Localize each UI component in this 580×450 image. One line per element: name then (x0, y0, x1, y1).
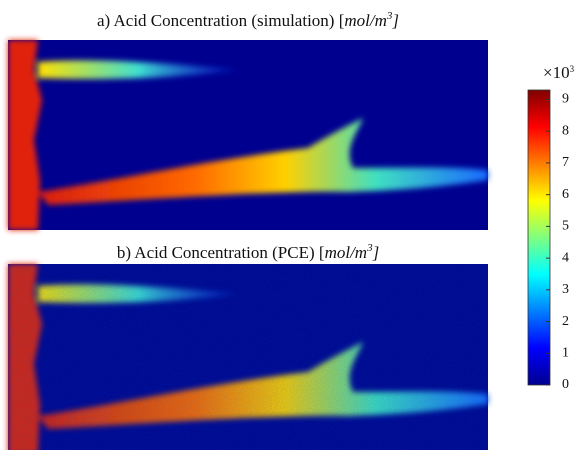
pce-noise (8, 264, 488, 450)
tick-label: 3 (562, 282, 569, 297)
tick-label: 2 (562, 314, 569, 329)
tick-label: 0 (562, 377, 569, 392)
tick-label: 6 (562, 187, 569, 202)
colorbar-multiplier: ×103 (543, 63, 575, 82)
panel-title: b) Acid Concentration (PCE) [mol/m3] (117, 242, 379, 262)
tick-label: 7 (562, 155, 569, 170)
tick-label: 1 (562, 345, 569, 360)
panel-title: a) Acid Concentration (simulation) [mol/… (97, 10, 399, 30)
colorbar (527, 89, 551, 386)
tick-label: 8 (562, 123, 569, 138)
tick-label: 5 (562, 219, 569, 234)
tick-label: 9 (562, 92, 569, 107)
simulation-map (8, 40, 488, 230)
tick-label: 4 (562, 250, 569, 265)
